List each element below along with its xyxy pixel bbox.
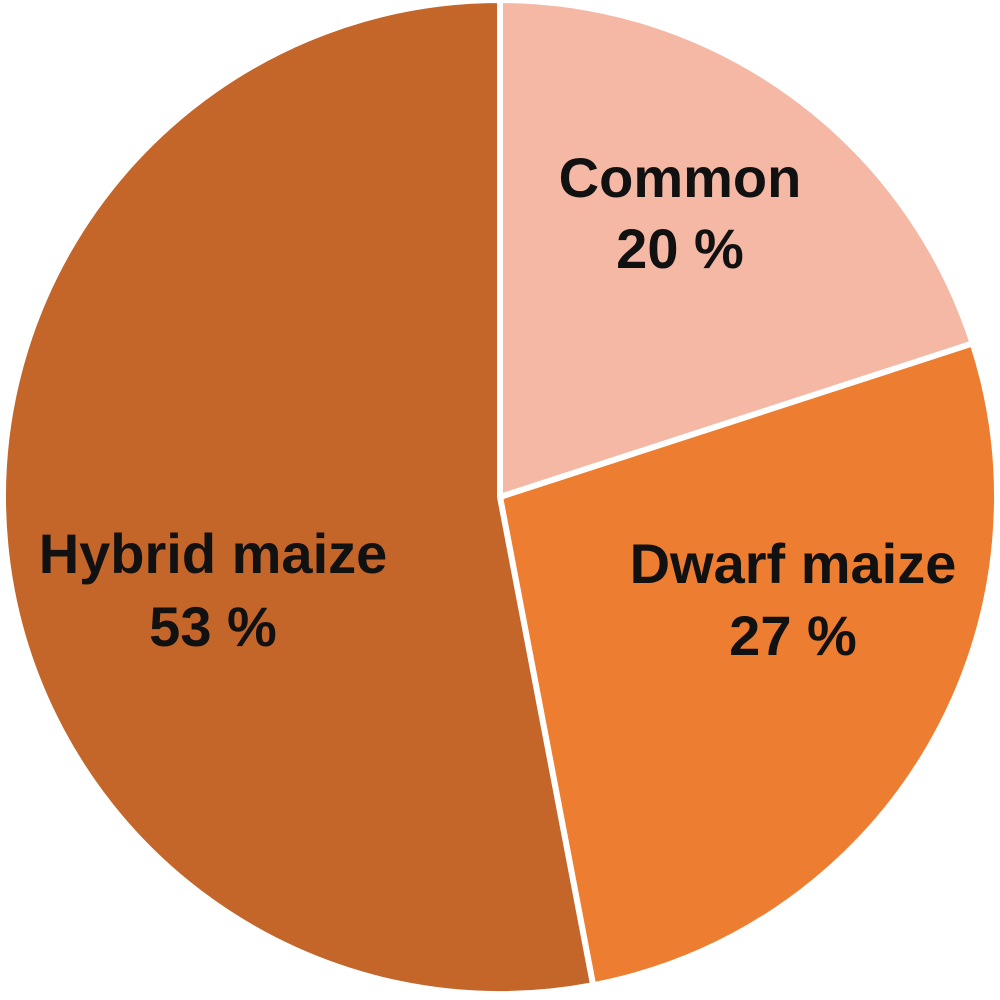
pie-labels: Common 20 % Dwarf maize 27 % Hybrid maize 53 … [39, 146, 957, 667]
slice-value-label: 27 % [729, 604, 857, 667]
slice-value-label: 53 % [149, 595, 277, 658]
pie-label-dwarf-maize: Dwarf maize 27 % [630, 532, 957, 667]
slice-name-label: Dwarf maize [630, 532, 957, 595]
pie-slice-common [497, 0, 977, 502]
pie-slice-dwarf-maize [496, 339, 1000, 989]
pie-label-hybrid-maize: Hybrid maize 53 % [39, 522, 388, 658]
slice-name-label: Common [559, 146, 802, 209]
pie-slice-hybrid-maize [0, 0, 597, 997]
slice-value-label: 20 % [616, 217, 744, 280]
slice-name-label: Hybrid maize [39, 522, 388, 585]
pie-label-common: Common 20 % [559, 146, 802, 280]
